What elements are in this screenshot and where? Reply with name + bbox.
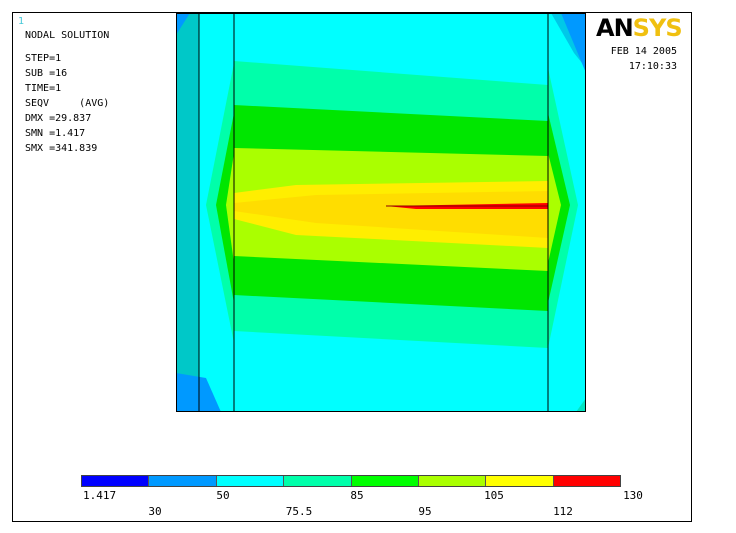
legend-swatch-1 (82, 476, 150, 486)
window-number: 1 (18, 16, 25, 27)
contour-plot (176, 13, 586, 412)
graphics-window[interactable]: 1 NODAL SOLUTION STEP=1 SUB =16 TIME=1 S… (12, 12, 692, 522)
legend-swatch-5 (351, 476, 419, 486)
legend-label-top-3: 85 (350, 489, 364, 502)
info-line-seqv: SEQV (AVG) (25, 98, 110, 109)
top-left-corner-band (176, 13, 190, 35)
legend-label-bottom-4: 112 (553, 505, 573, 518)
left-diamond-inner (226, 153, 234, 263)
info-line-smn: SMN =1.417 (25, 128, 86, 139)
legend-label-top-5: 130 (623, 489, 643, 502)
info-line-dmx: DMX =29.837 (25, 113, 92, 124)
info-line-smx: SMX =341.839 (25, 143, 98, 154)
legend-swatch-8 (553, 476, 620, 486)
date-text: FEB 14 2005 (610, 46, 677, 57)
legend-label-bottom-2: 75.5 (285, 505, 313, 518)
logo-an: AN (596, 14, 634, 42)
legend-swatch-6 (418, 476, 487, 486)
date-stamp: FEB 14 2005 17:10:33 (611, 44, 677, 74)
top-right-corner-blue (561, 13, 586, 73)
info-line-time: TIME=1 (25, 83, 62, 94)
left-diamond-mid (216, 113, 234, 303)
info-line-step: STEP=1 (25, 53, 62, 64)
legend-label-top-4: 105 (484, 489, 504, 502)
legend-swatch-3 (216, 476, 285, 486)
ansys-logo: ANSYS (596, 14, 683, 42)
legend-color-bar (81, 475, 621, 487)
legend-label-bottom-3: 95 (418, 505, 432, 518)
legend-swatch-7 (486, 476, 554, 486)
legend-swatch-2 (149, 476, 217, 486)
time-text: 17:10:33 (628, 61, 677, 72)
plot-border (176, 13, 586, 412)
band-peak (234, 191, 548, 238)
info-line-sub: SUB =16 (25, 68, 68, 79)
bottom-right-corner (576, 398, 586, 412)
solution-title: NODAL SOLUTION (25, 30, 110, 41)
legend-label-top-2: 50 (216, 489, 230, 502)
logo-sys: SYS (632, 14, 683, 42)
contour-legend: 1.417 50 85 105 130 30 75.5 95 112 (81, 475, 643, 521)
left-column (176, 13, 199, 412)
solution-info: NODAL SOLUTION STEP=1 SUB =16 TIME=1 SEQ… (25, 28, 109, 156)
legend-label-bottom-1: 30 (148, 505, 162, 518)
right-diamond-inner (548, 153, 561, 263)
legend-label-top-1: 1.417 (83, 489, 117, 502)
legend-swatch-4 (284, 476, 352, 486)
